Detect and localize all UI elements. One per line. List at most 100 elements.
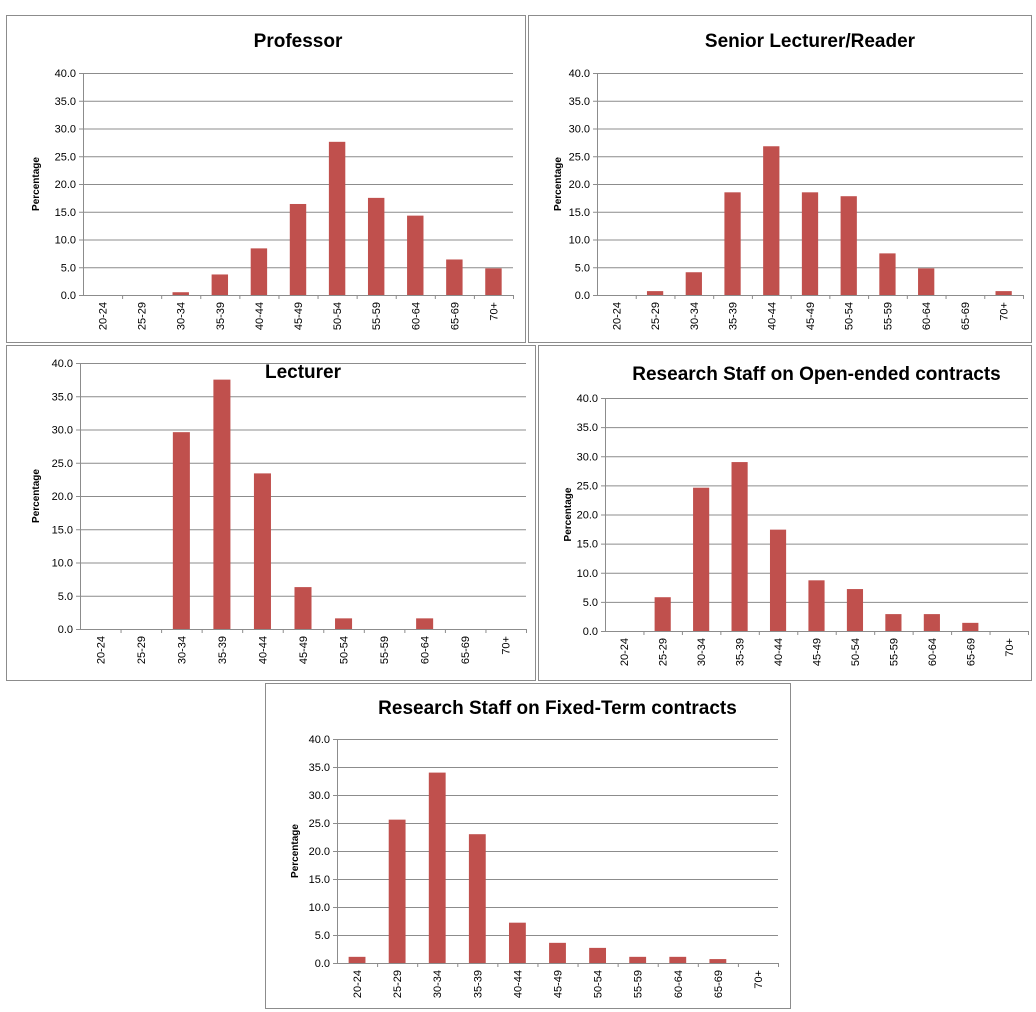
bar-30-34 [685, 272, 702, 295]
bar-65-69 [962, 622, 979, 631]
y-tick-label: 0.0 [61, 290, 76, 302]
bar-45-49 [549, 942, 566, 963]
bar-25-29 [646, 291, 664, 295]
y-axis-label: Percentage [290, 824, 301, 878]
y-tick-label: 25.0 [55, 151, 76, 163]
chart-svg: Senior Lecturer/Reader 0.0 5.0 10.0 15.0 20.0… [553, 31, 1024, 330]
x-tick-label: 50-54 [844, 302, 856, 330]
y-tick-label: 25.0 [569, 151, 590, 163]
bar-30-34 [172, 292, 189, 295]
bar-40-44 [508, 922, 526, 963]
y-tick-label: 40.0 [577, 393, 598, 405]
x-tick-label: 55-59 [888, 638, 900, 666]
x-tick-label: 60-64 [673, 970, 685, 998]
y-axis-label: Percentage [31, 469, 42, 523]
chart-lecturer: Lecturer 0.0 5.0 10.0 15.0 20.0 25.0 30.0 35.0 40… [6, 345, 536, 681]
y-tick-label: 25.0 [577, 480, 598, 492]
x-tick-label: 30-34 [696, 638, 708, 666]
bar-40-44 [253, 473, 271, 629]
y-tick-label: 15.0 [577, 539, 598, 551]
y-tick-label: 20.0 [309, 846, 330, 858]
bar-40-44 [769, 529, 787, 631]
x-tick-label: 30-34 [689, 302, 701, 330]
x-tick-label: 50-54 [593, 970, 605, 998]
y-tick-label: 0.0 [315, 958, 330, 970]
x-tick-label: 20-24 [98, 302, 110, 330]
bar-70+ [485, 268, 502, 295]
chart-research-open-ended: Research Staff on Open-ended contracts 0.… [538, 345, 1032, 681]
x-tick-label: 25-29 [392, 970, 404, 998]
y-tick-label: 40.0 [569, 68, 590, 80]
y-tick-label: 10.0 [569, 235, 590, 247]
y-tick-label: 35.0 [52, 391, 73, 403]
y-tick-label: 10.0 [577, 568, 598, 580]
bar-35-39 [468, 834, 486, 963]
y-tick-label: 0.0 [583, 626, 598, 638]
x-tick-label: 40-44 [512, 970, 524, 998]
x-tick-label: 25-29 [136, 636, 148, 664]
y-tick-label: 15.0 [55, 207, 76, 219]
bar-50-54 [589, 947, 607, 963]
y-tick-label: 20.0 [55, 179, 76, 191]
x-tick-label: 70+ [753, 970, 765, 989]
bar-50-54 [328, 141, 346, 295]
bar-35-39 [211, 274, 229, 295]
bar-50-54 [846, 589, 864, 631]
x-tick-label: 25-29 [658, 638, 670, 666]
bar-40-44 [763, 146, 780, 295]
y-tick-label: 0.0 [58, 624, 73, 636]
x-tick-label: 60-64 [410, 302, 422, 330]
chart-senior-lecturer-reader: Senior Lecturer/Reader 0.0 5.0 10.0 15.0 20.0… [528, 15, 1032, 343]
x-tick-label: 45-49 [298, 636, 310, 664]
y-tick-label: 20.0 [577, 510, 598, 522]
x-tick-label: 70+ [488, 302, 500, 321]
y-tick-label: 30.0 [569, 124, 590, 136]
bar-45-49 [801, 192, 819, 295]
x-tick-label: 35-39 [735, 638, 747, 666]
x-tick-label: 20-24 [95, 636, 107, 664]
x-tick-label: 30-34 [176, 302, 188, 330]
y-tick-label: 10.0 [309, 902, 330, 914]
x-tick-label: 70+ [1004, 638, 1016, 657]
chart-title: Research Staff on Open-ended contracts [632, 364, 1000, 385]
y-tick-label: 40.0 [55, 68, 76, 80]
chart-title: Lecturer [265, 362, 342, 383]
x-tick-label: 50-54 [850, 638, 862, 666]
x-tick-label: 65-69 [449, 302, 461, 330]
x-tick-label: 40-44 [773, 638, 785, 666]
y-tick-label: 30.0 [309, 790, 330, 802]
bar-65-69 [446, 259, 463, 295]
y-axis-label: Percentage [31, 157, 42, 211]
chart-svg: Professor 0.0 5.0 10.0 15.0 20.0 25.0 30.0 35.0 4… [31, 31, 514, 330]
y-tick-label: 0.0 [575, 290, 590, 302]
x-tick-label: 45-49 [293, 302, 305, 330]
x-tick-label: 50-54 [332, 302, 344, 330]
bar-30-34 [172, 432, 190, 629]
bar-60-64 [669, 956, 687, 963]
x-tick-label: 70+ [501, 636, 513, 655]
bar-30-34 [428, 772, 446, 963]
bar-60-64 [407, 215, 424, 295]
chart-svg: Research Staff on Fixed-Term contracts 0.… [290, 698, 779, 998]
bar-55-59 [367, 197, 385, 295]
y-tick-label: 5.0 [61, 262, 76, 274]
x-tick-label: 45-49 [812, 638, 824, 666]
x-tick-label: 30-34 [176, 636, 188, 664]
chart-title: Professor [254, 31, 343, 52]
x-tick-label: 40-44 [766, 302, 778, 330]
x-tick-label: 35-39 [728, 302, 740, 330]
chart-professor: Professor 0.0 5.0 10.0 15.0 20.0 25.0 30.0 35.0 4… [6, 15, 526, 343]
x-tick-label: 55-59 [371, 302, 383, 330]
y-tick-label: 15.0 [569, 207, 590, 219]
x-tick-label: 40-44 [254, 302, 266, 330]
x-tick-label: 35-39 [215, 302, 227, 330]
x-tick-label: 30-34 [432, 970, 444, 998]
x-tick-label: 25-29 [137, 302, 149, 330]
y-tick-label: 25.0 [52, 458, 73, 470]
y-tick-label: 5.0 [583, 597, 598, 609]
x-tick-label: 20-24 [352, 970, 364, 998]
bar-25-29 [388, 819, 406, 963]
y-tick-label: 30.0 [52, 425, 73, 437]
y-tick-label: 10.0 [52, 558, 73, 570]
y-axis-label: Percentage [553, 157, 564, 211]
